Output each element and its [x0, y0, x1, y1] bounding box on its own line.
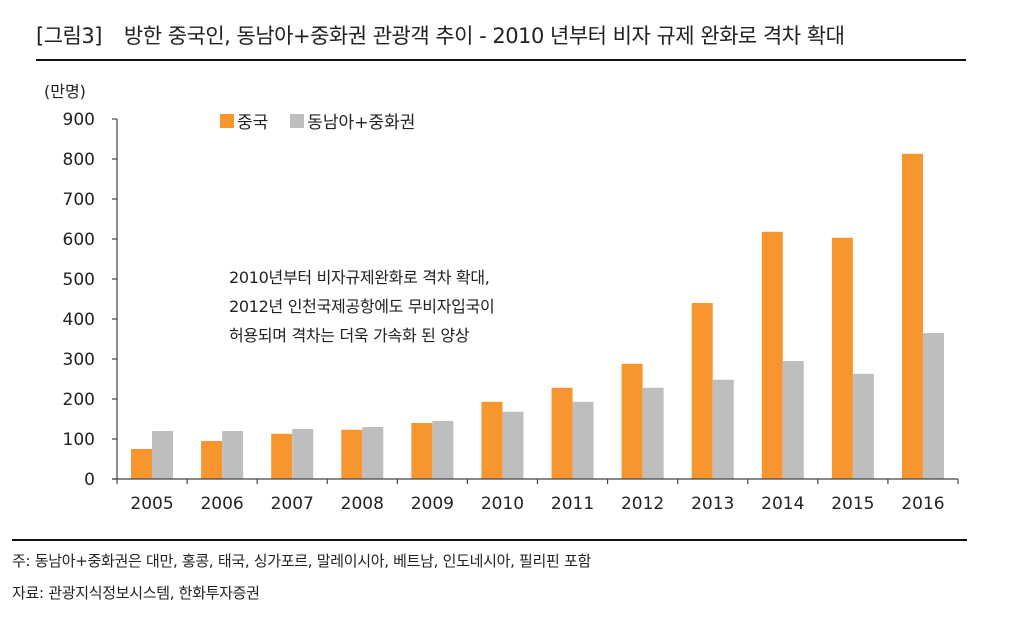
y-tick-label: 700 — [63, 190, 95, 210]
x-tick-label: 2012 — [621, 494, 664, 514]
chart-annotation: 2010년부터 비자규제완화로 격차 확대, 2012년 인천국제공항에도 무비… — [229, 263, 495, 350]
y-axis-unit-label: (만명) — [44, 82, 86, 101]
bar-sea-greater-china — [222, 431, 244, 479]
bar-china — [901, 153, 923, 480]
bar-sea-greater-china — [292, 429, 314, 479]
footnote: 주: 동남아+중화권은 대만, 홍콩, 태국, 싱가포르, 말레이시아, 베트남… — [12, 552, 591, 570]
bar-china — [341, 429, 363, 479]
bar-china — [621, 363, 643, 479]
bar-china — [411, 423, 433, 479]
bar-sea-greater-china — [362, 427, 384, 479]
bar-sea-greater-china — [572, 401, 594, 479]
x-tick-label: 2008 — [341, 494, 384, 514]
source-note: 자료: 관광지식정보시스템, 한화투자증권 — [12, 584, 260, 602]
bar-china — [201, 441, 223, 479]
x-tick-label: 2010 — [481, 494, 524, 514]
figure-label: [그림3] — [36, 24, 102, 48]
annotation-line-3: 허용되며 격차는 더욱 가속화 된 양상 — [229, 326, 470, 345]
bar-sea-greater-china — [852, 373, 874, 479]
y-tick-label: 200 — [63, 390, 95, 410]
annotation-line-1: 2010년부터 비자규제완화로 격차 확대, — [229, 268, 490, 287]
x-tick-label: 2009 — [411, 494, 454, 514]
bar-china — [131, 449, 153, 479]
bar-china — [481, 401, 503, 479]
bar-sea-greater-china — [502, 411, 524, 479]
title-rule — [36, 59, 966, 61]
y-tick-label: 0 — [84, 470, 95, 490]
bar-china — [691, 303, 713, 479]
bar-chart: 0 100 200 300 400 500 600 700 800 900 2005 2006 2007… — [63, 110, 959, 514]
legend-item-sea-greater-china: 동남아+중화권 — [290, 108, 415, 133]
y-tick-label: 800 — [63, 150, 95, 170]
bar-china — [831, 237, 853, 479]
y-tick-label: 300 — [63, 350, 95, 370]
figure-title-text: 방한 중국인, 동남아+중화권 관광객 추이 - 2010 년부터 비자 규제 … — [123, 24, 845, 48]
legend-label-china: 중국 — [237, 113, 269, 133]
y-tick-label: 400 — [63, 310, 95, 330]
x-tick-label: 2006 — [200, 494, 243, 514]
bar-sea-greater-china — [432, 421, 454, 479]
legend-item-china: 중국 — [220, 108, 268, 133]
bar-sea-greater-china — [152, 431, 174, 479]
legend-swatch-sea-greater-china — [290, 113, 305, 128]
annotation-line-2: 2012년 인천국제공항에도 무비자입국이 — [229, 297, 495, 316]
bar-sea-greater-china — [712, 379, 734, 479]
legend-swatch-china — [220, 113, 234, 128]
y-tick-label: 900 — [63, 110, 95, 130]
y-tick-label: 600 — [63, 230, 95, 250]
bar-china — [271, 433, 293, 479]
x-tick-label: 2013 — [691, 494, 734, 514]
x-tick-label: 2007 — [271, 494, 314, 514]
x-tick-label: 2015 — [831, 494, 874, 514]
bar-china — [551, 387, 573, 479]
y-tick-label: 100 — [63, 430, 95, 450]
x-tick-label: 2016 — [901, 494, 944, 514]
bar-sea-greater-china — [922, 333, 944, 479]
legend: 중국 동남아+중화권 — [220, 108, 437, 133]
bar-sea-greater-china — [642, 387, 664, 479]
footer-rule — [12, 539, 967, 541]
x-tick-label: 2005 — [130, 494, 173, 514]
bar-china — [761, 231, 783, 479]
x-tick-label: 2011 — [551, 494, 594, 514]
y-tick-label: 500 — [63, 270, 95, 290]
figure-title: [그림3] 방한 중국인, 동남아+중화권 관광객 추이 - 2010 년부터 비… — [36, 20, 845, 50]
bar-sea-greater-china — [782, 361, 804, 479]
legend-label-sea-greater-china: 동남아+중화권 — [307, 113, 416, 133]
x-tick-label: 2014 — [761, 494, 804, 514]
